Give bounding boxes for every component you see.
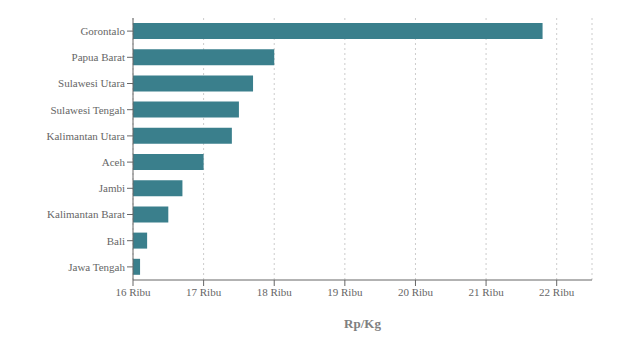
svg-text:Kalimantan Barat: Kalimantan Barat	[47, 208, 125, 220]
svg-text:Sulawesi Tengah: Sulawesi Tengah	[51, 104, 126, 116]
svg-text:Rp/Kg: Rp/Kg	[344, 316, 381, 331]
svg-text:Aceh: Aceh	[102, 156, 126, 168]
svg-text:16 Ribu: 16 Ribu	[115, 286, 151, 298]
svg-text:Kalimantan Utara: Kalimantan Utara	[47, 130, 126, 142]
svg-text:Papua Barat: Papua Barat	[72, 51, 125, 63]
svg-text:Bali: Bali	[107, 235, 125, 247]
svg-text:Sulawesi Utara: Sulawesi Utara	[58, 77, 125, 89]
svg-text:17 Ribu: 17 Ribu	[186, 286, 222, 298]
svg-text:Jawa Tengah: Jawa Tengah	[68, 261, 125, 273]
svg-text:19 Ribu: 19 Ribu	[327, 286, 363, 298]
svg-text:22 Ribu: 22 Ribu	[539, 286, 575, 298]
svg-text:Jambi: Jambi	[99, 182, 125, 194]
svg-text:20 Ribu: 20 Ribu	[398, 286, 434, 298]
svg-text:21 Ribu: 21 Ribu	[468, 286, 504, 298]
svg-text:18 Ribu: 18 Ribu	[257, 286, 293, 298]
svg-text:Gorontalo: Gorontalo	[80, 25, 125, 37]
